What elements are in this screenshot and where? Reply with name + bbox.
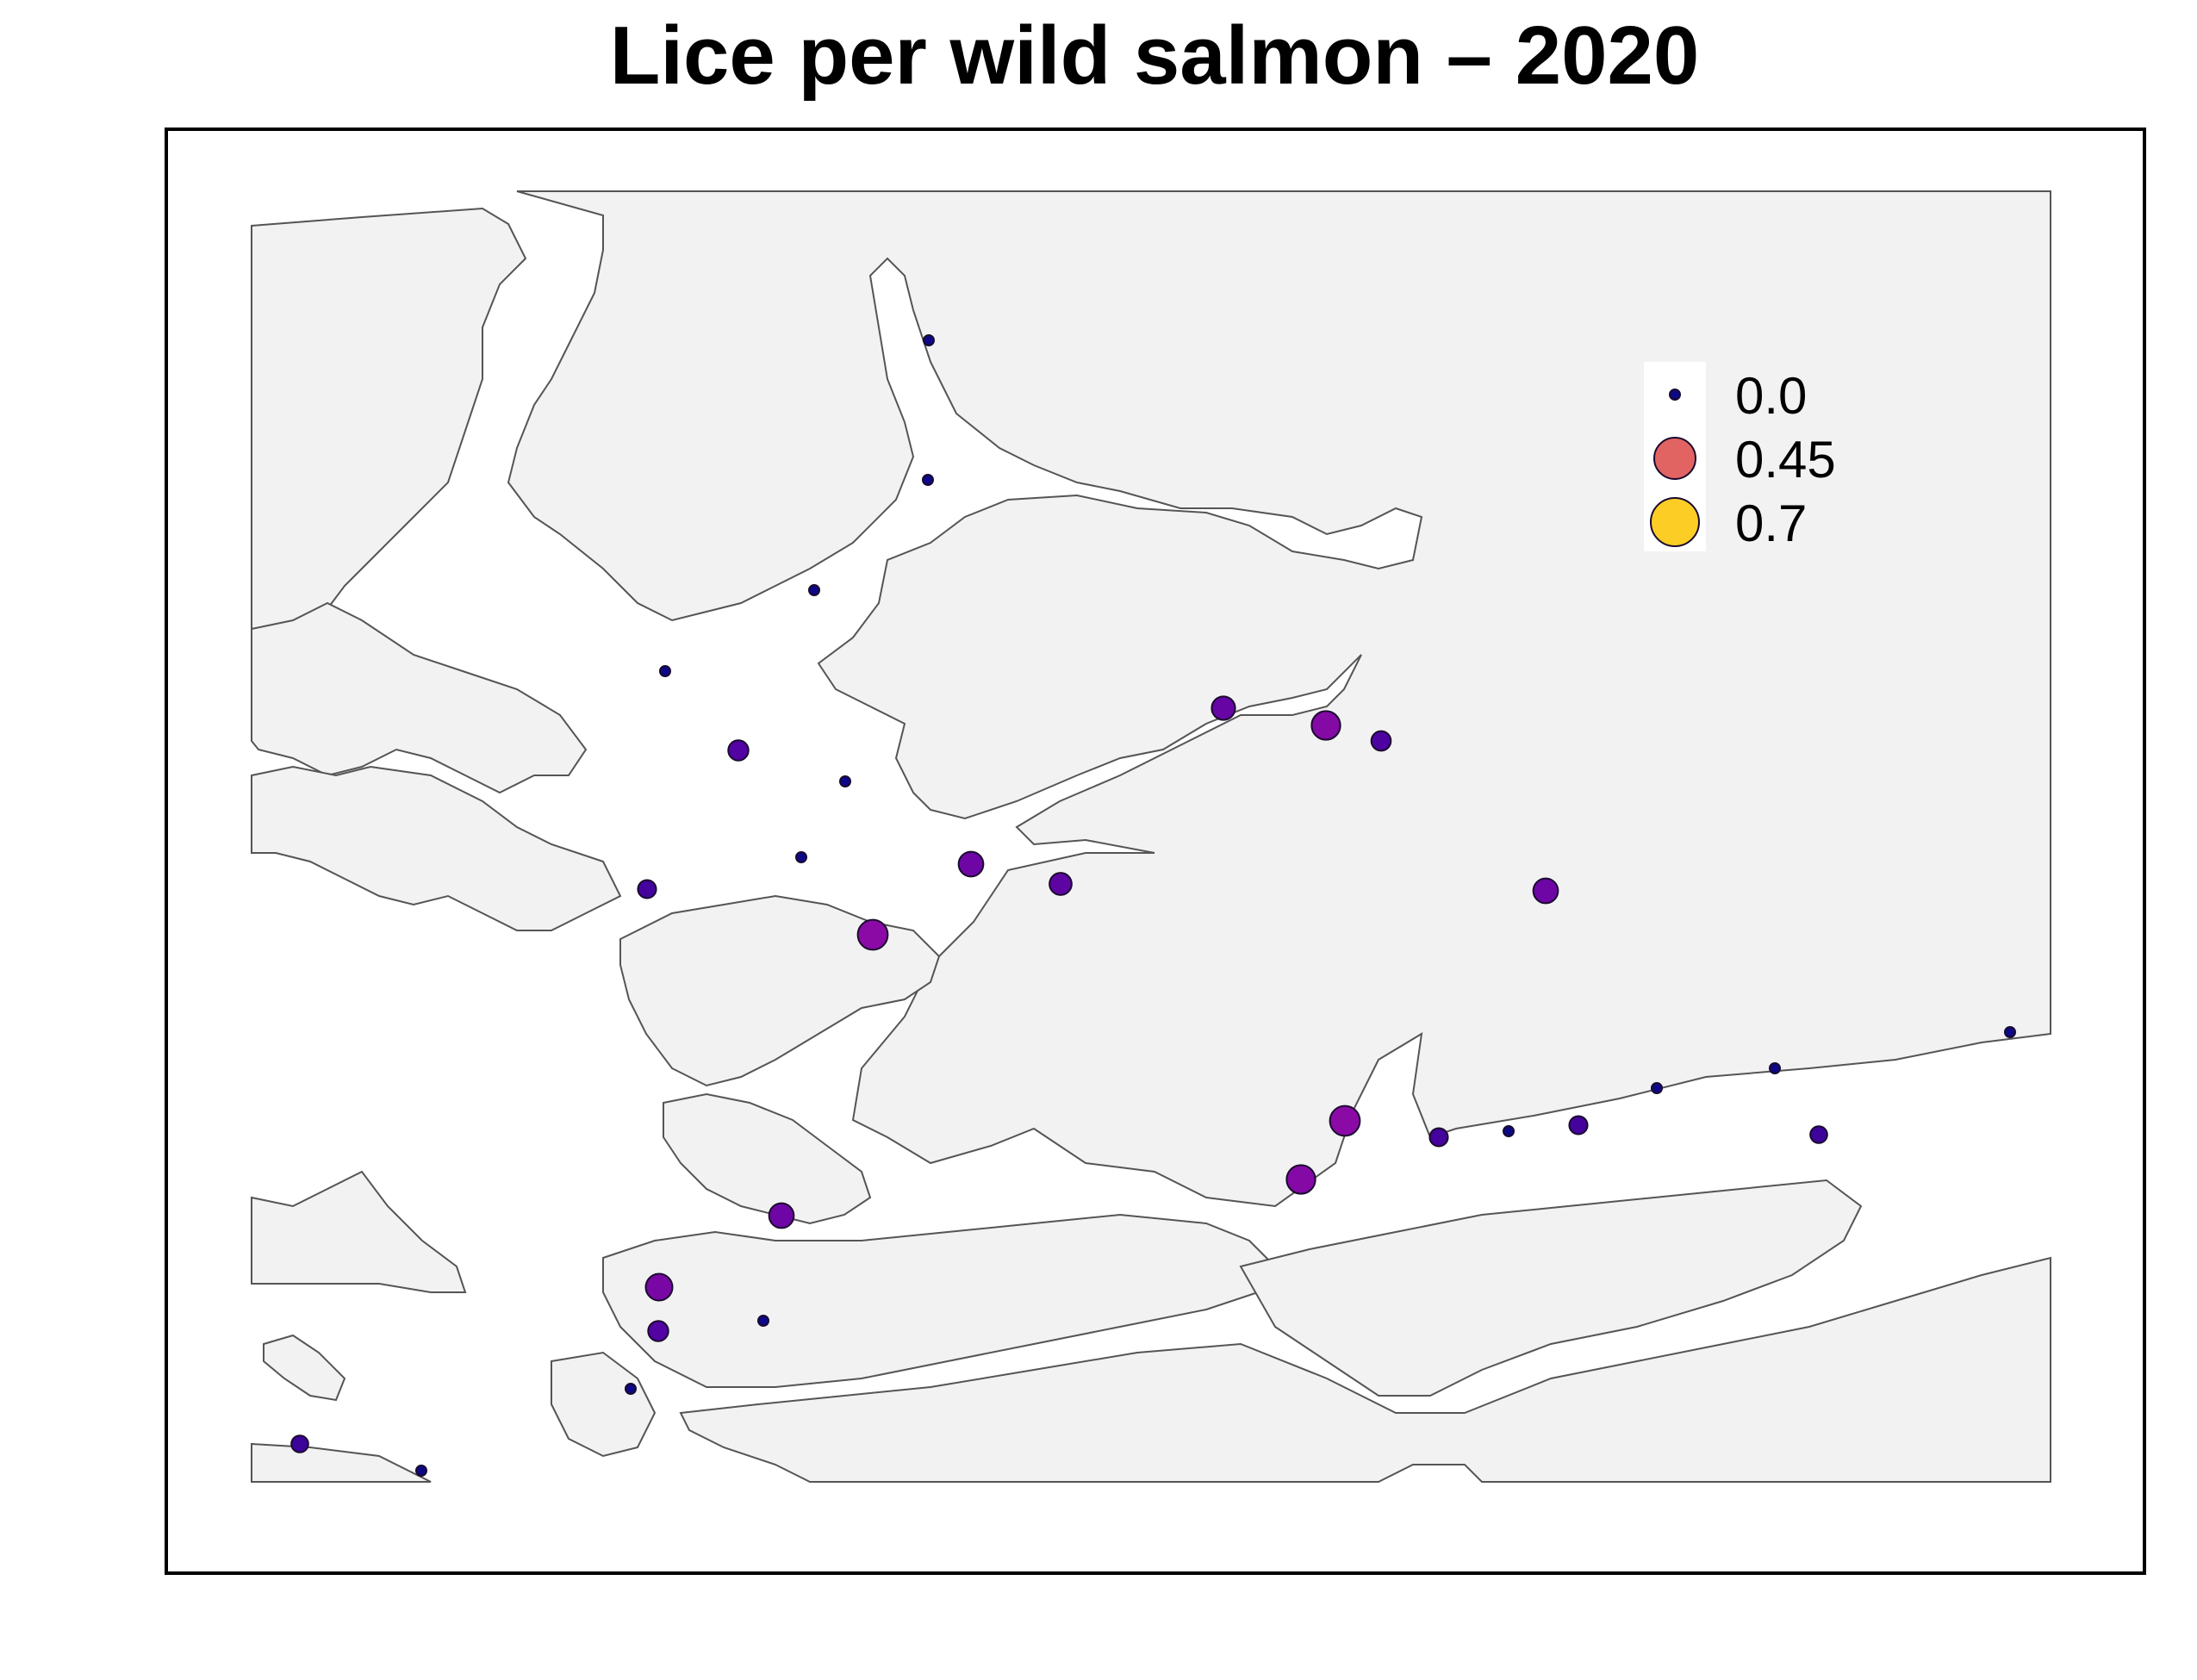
sampling-site-marker	[795, 851, 807, 863]
map-title: Lice per wild salmon – 2020	[609, 9, 1700, 102]
land-west-2	[251, 765, 622, 931]
sampling-site-marker	[1809, 1125, 1828, 1144]
legend-symbol-0	[1669, 389, 1681, 401]
sampling-site-marker	[1503, 1125, 1515, 1137]
sampling-site-marker	[1329, 1104, 1361, 1137]
sampling-site-marker	[839, 775, 851, 787]
sites-layer	[290, 334, 2016, 1477]
sampling-site-marker	[922, 474, 934, 486]
sampling-site-marker	[1211, 695, 1236, 721]
sampling-site-marker	[2004, 1026, 2016, 1038]
sampling-site-marker	[290, 1434, 309, 1453]
sampling-site-marker	[659, 665, 671, 677]
sampling-site-marker	[644, 1272, 674, 1302]
legend-label-0: 0.0	[1735, 367, 1807, 425]
legend-label-2: 0.7	[1735, 495, 1807, 552]
sampling-site-marker	[415, 1465, 427, 1477]
sampling-site-marker	[1769, 1062, 1781, 1074]
sampling-site-marker	[856, 918, 889, 951]
sampling-site-marker	[637, 879, 657, 899]
sampling-site-marker	[1370, 730, 1392, 752]
sampling-site-marker	[1651, 1082, 1663, 1094]
land-southeast	[1239, 1179, 1863, 1397]
land-south-bottom	[679, 1256, 2051, 1483]
sampling-site-marker	[957, 850, 985, 878]
sampling-site-marker	[1428, 1127, 1449, 1148]
land-west-1	[251, 601, 588, 794]
island-bottom-left	[263, 1334, 346, 1402]
sampling-site-marker	[1310, 710, 1341, 741]
island-south-center	[663, 1092, 872, 1225]
sampling-site-marker	[923, 334, 935, 346]
island-south-small	[551, 1351, 657, 1458]
legend-symbol-2	[1650, 497, 1700, 547]
sampling-site-marker	[757, 1315, 769, 1327]
legend: 0.0 0.45 0.7	[1644, 362, 1836, 552]
legend-symbol-1	[1653, 437, 1696, 480]
sampling-site-marker	[727, 739, 750, 762]
sampling-site-marker	[1568, 1115, 1589, 1136]
island-center	[619, 894, 941, 1087]
map-frame	[165, 128, 2146, 1575]
sampling-site-marker	[768, 1202, 795, 1229]
legend-label-1: 0.45	[1735, 431, 1836, 488]
land-bottom-left	[251, 1442, 432, 1483]
sampling-site-marker	[1285, 1164, 1316, 1195]
sampling-site-marker	[625, 1383, 637, 1395]
sampling-site-marker	[808, 584, 820, 596]
land-southwest	[251, 1170, 467, 1293]
sampling-site-marker	[647, 1320, 669, 1342]
sampling-site-marker	[1049, 872, 1073, 896]
sampling-site-marker	[1532, 877, 1559, 905]
